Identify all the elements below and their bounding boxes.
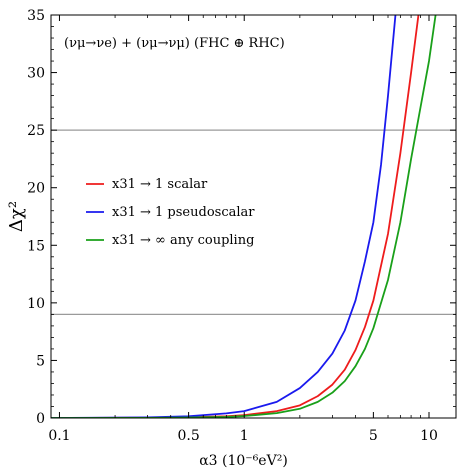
y-tick-label: 15 bbox=[27, 238, 45, 254]
chart-annotation: (νμ→νe) + (νμ→νμ) (FHC ⊕ RHC) bbox=[64, 36, 285, 51]
reference-lines bbox=[51, 129, 456, 315]
y-axis-label: Δχ² bbox=[6, 201, 27, 232]
legend: x31 → 1 scalar x31 → 1 pseudoscalar x31 → … bbox=[86, 177, 255, 248]
x-axis-label: α3 (10⁻⁶eV²) bbox=[199, 453, 288, 469]
y-tick-label: 0 bbox=[36, 411, 45, 427]
y-tick-label: 30 bbox=[27, 66, 45, 82]
y-tick-label: 35 bbox=[27, 8, 45, 24]
legend-entry: x31 → ∞ any coupling bbox=[112, 233, 254, 248]
y-tick-label: 25 bbox=[27, 123, 45, 139]
y-tick-label: 5 bbox=[36, 353, 45, 369]
x-tick-label: 1 bbox=[240, 428, 249, 444]
legend-entry: x31 → 1 pseudoscalar bbox=[112, 205, 255, 220]
x-tick-label: 0.5 bbox=[177, 428, 199, 444]
annotation: (νμ→νe) + (νμ→νμ) (FHC ⊕ RHC) bbox=[64, 36, 285, 51]
x-tick-label: 0.1 bbox=[48, 428, 70, 444]
legend-entry: x31 → 1 scalar bbox=[112, 177, 208, 192]
y-tick-label: 20 bbox=[27, 181, 45, 197]
y-tick-label: 10 bbox=[27, 296, 45, 312]
plot-frame bbox=[50, 14, 457, 419]
series-line-2 bbox=[51, 15, 397, 418]
x-tick-label: 5 bbox=[369, 428, 378, 444]
x-tick-label: 10 bbox=[420, 428, 438, 444]
